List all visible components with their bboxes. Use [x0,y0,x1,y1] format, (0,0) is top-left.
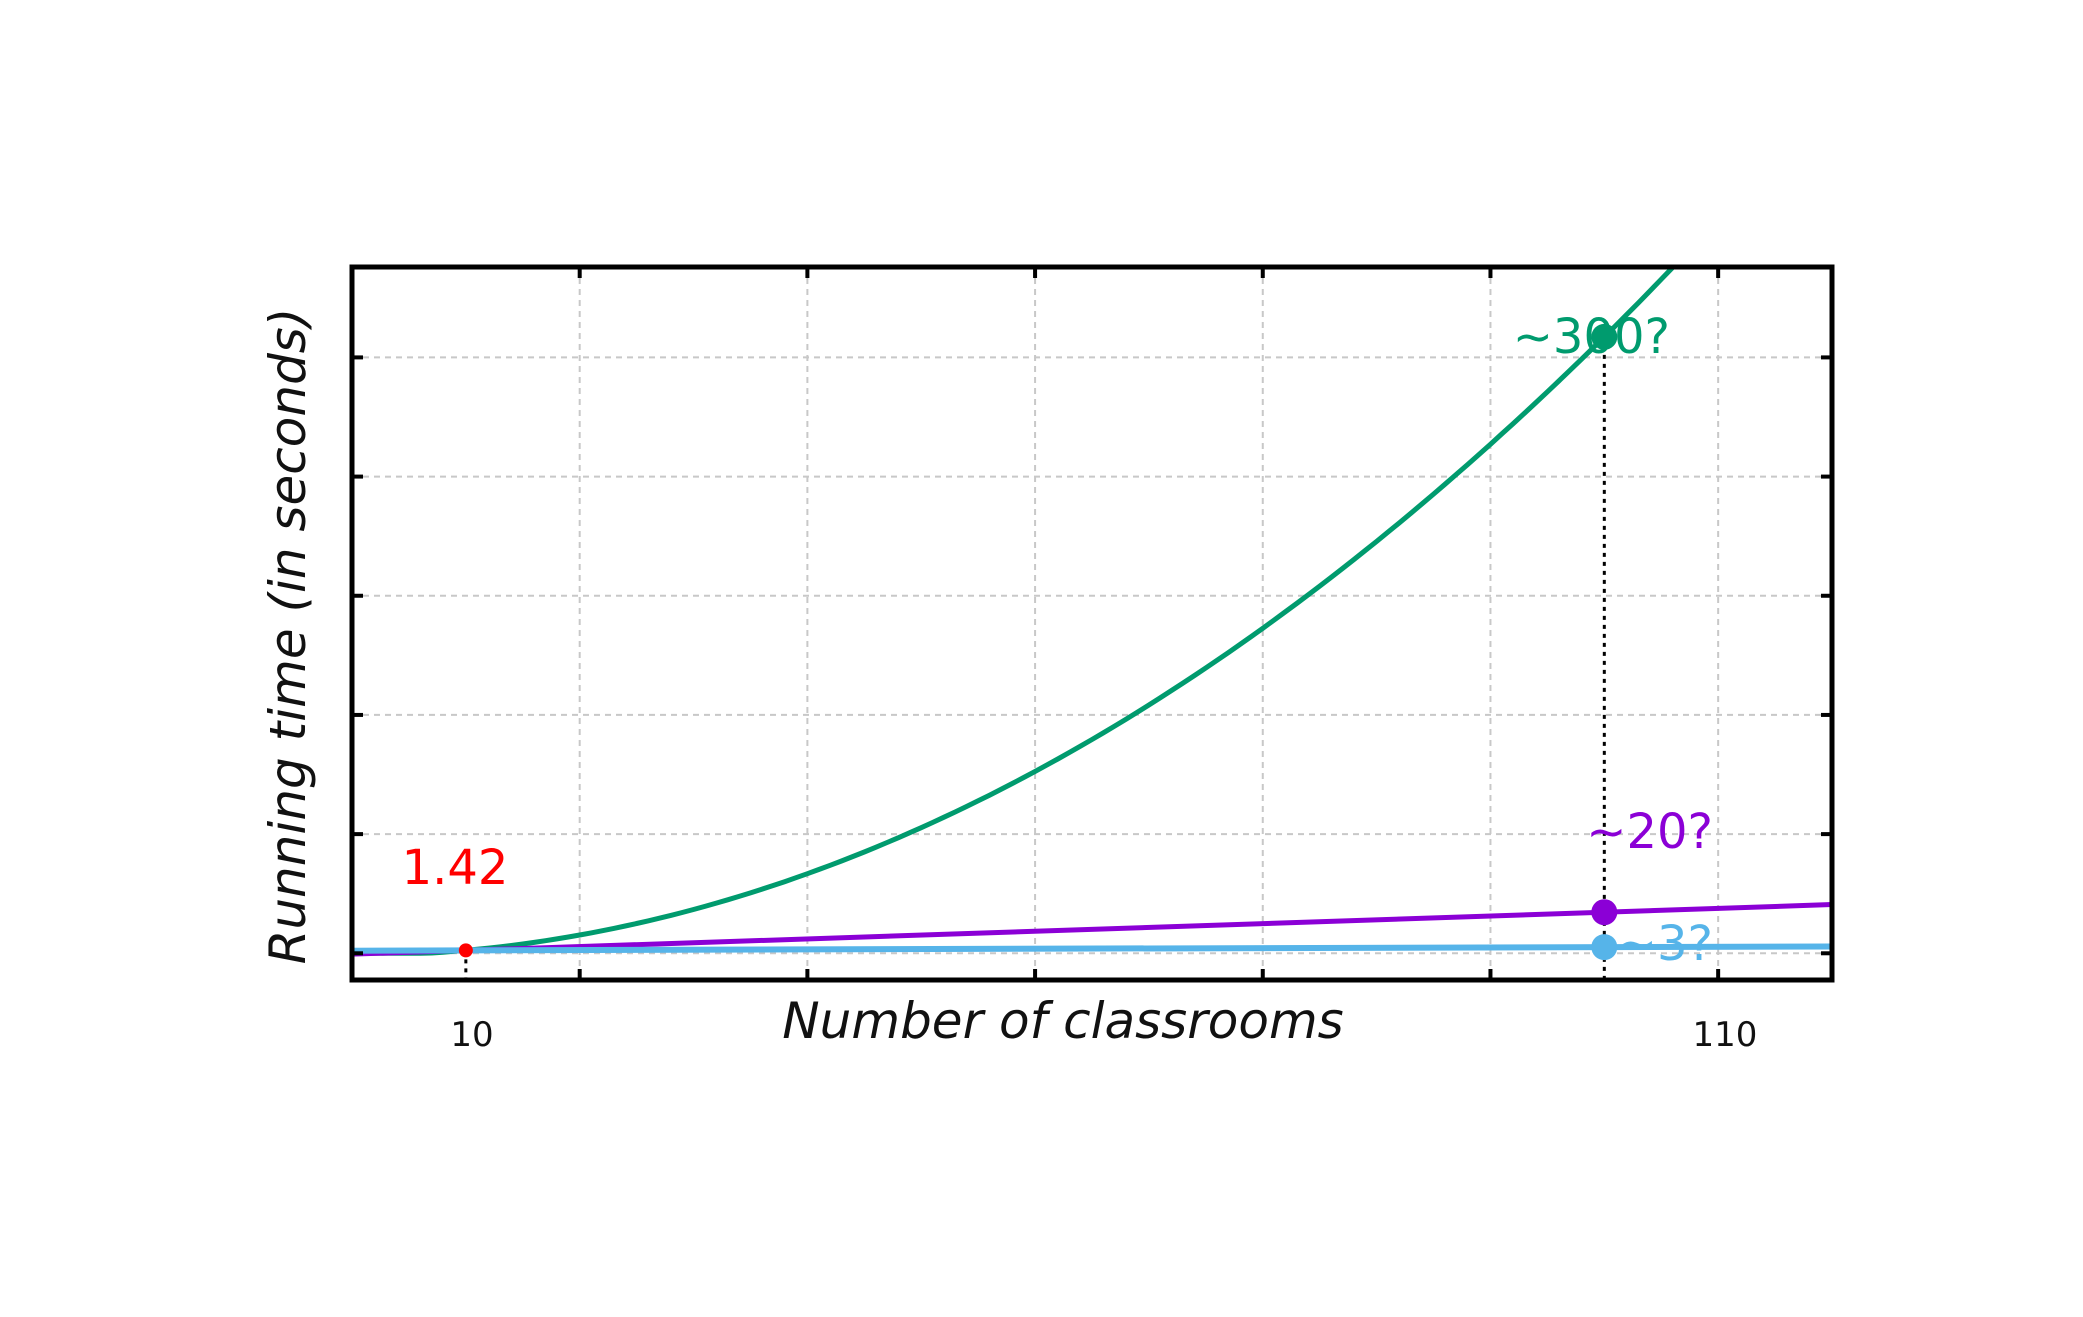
data-point [1591,934,1618,961]
data-point [458,943,473,958]
series-line-quadratic [352,265,1675,956]
x-tick-label-10: 10 [450,1015,493,1055]
data-point [1591,323,1618,350]
annotation-3: ~3? [1617,916,1713,972]
grid [352,267,1832,980]
y-axis-title: Running time (in seconds) [259,308,317,965]
x-tick-label-110: 110 [1693,1015,1758,1055]
labels: 10 110 Number of classrooms Running time… [259,308,1757,1055]
annotation-20: ~20? [1586,804,1713,860]
series-line-linear [351,902,1833,957]
series [351,265,1833,957]
ticks [352,267,1832,980]
annotation-300: ~300? [1513,309,1670,365]
series-line-constant [351,943,1833,954]
points [458,323,1618,961]
plot-frame [349,264,1835,983]
annotation-1-42: 1.42 [402,840,509,896]
data-point [1591,899,1618,926]
x-axis-title: Number of classrooms [782,992,1343,1050]
